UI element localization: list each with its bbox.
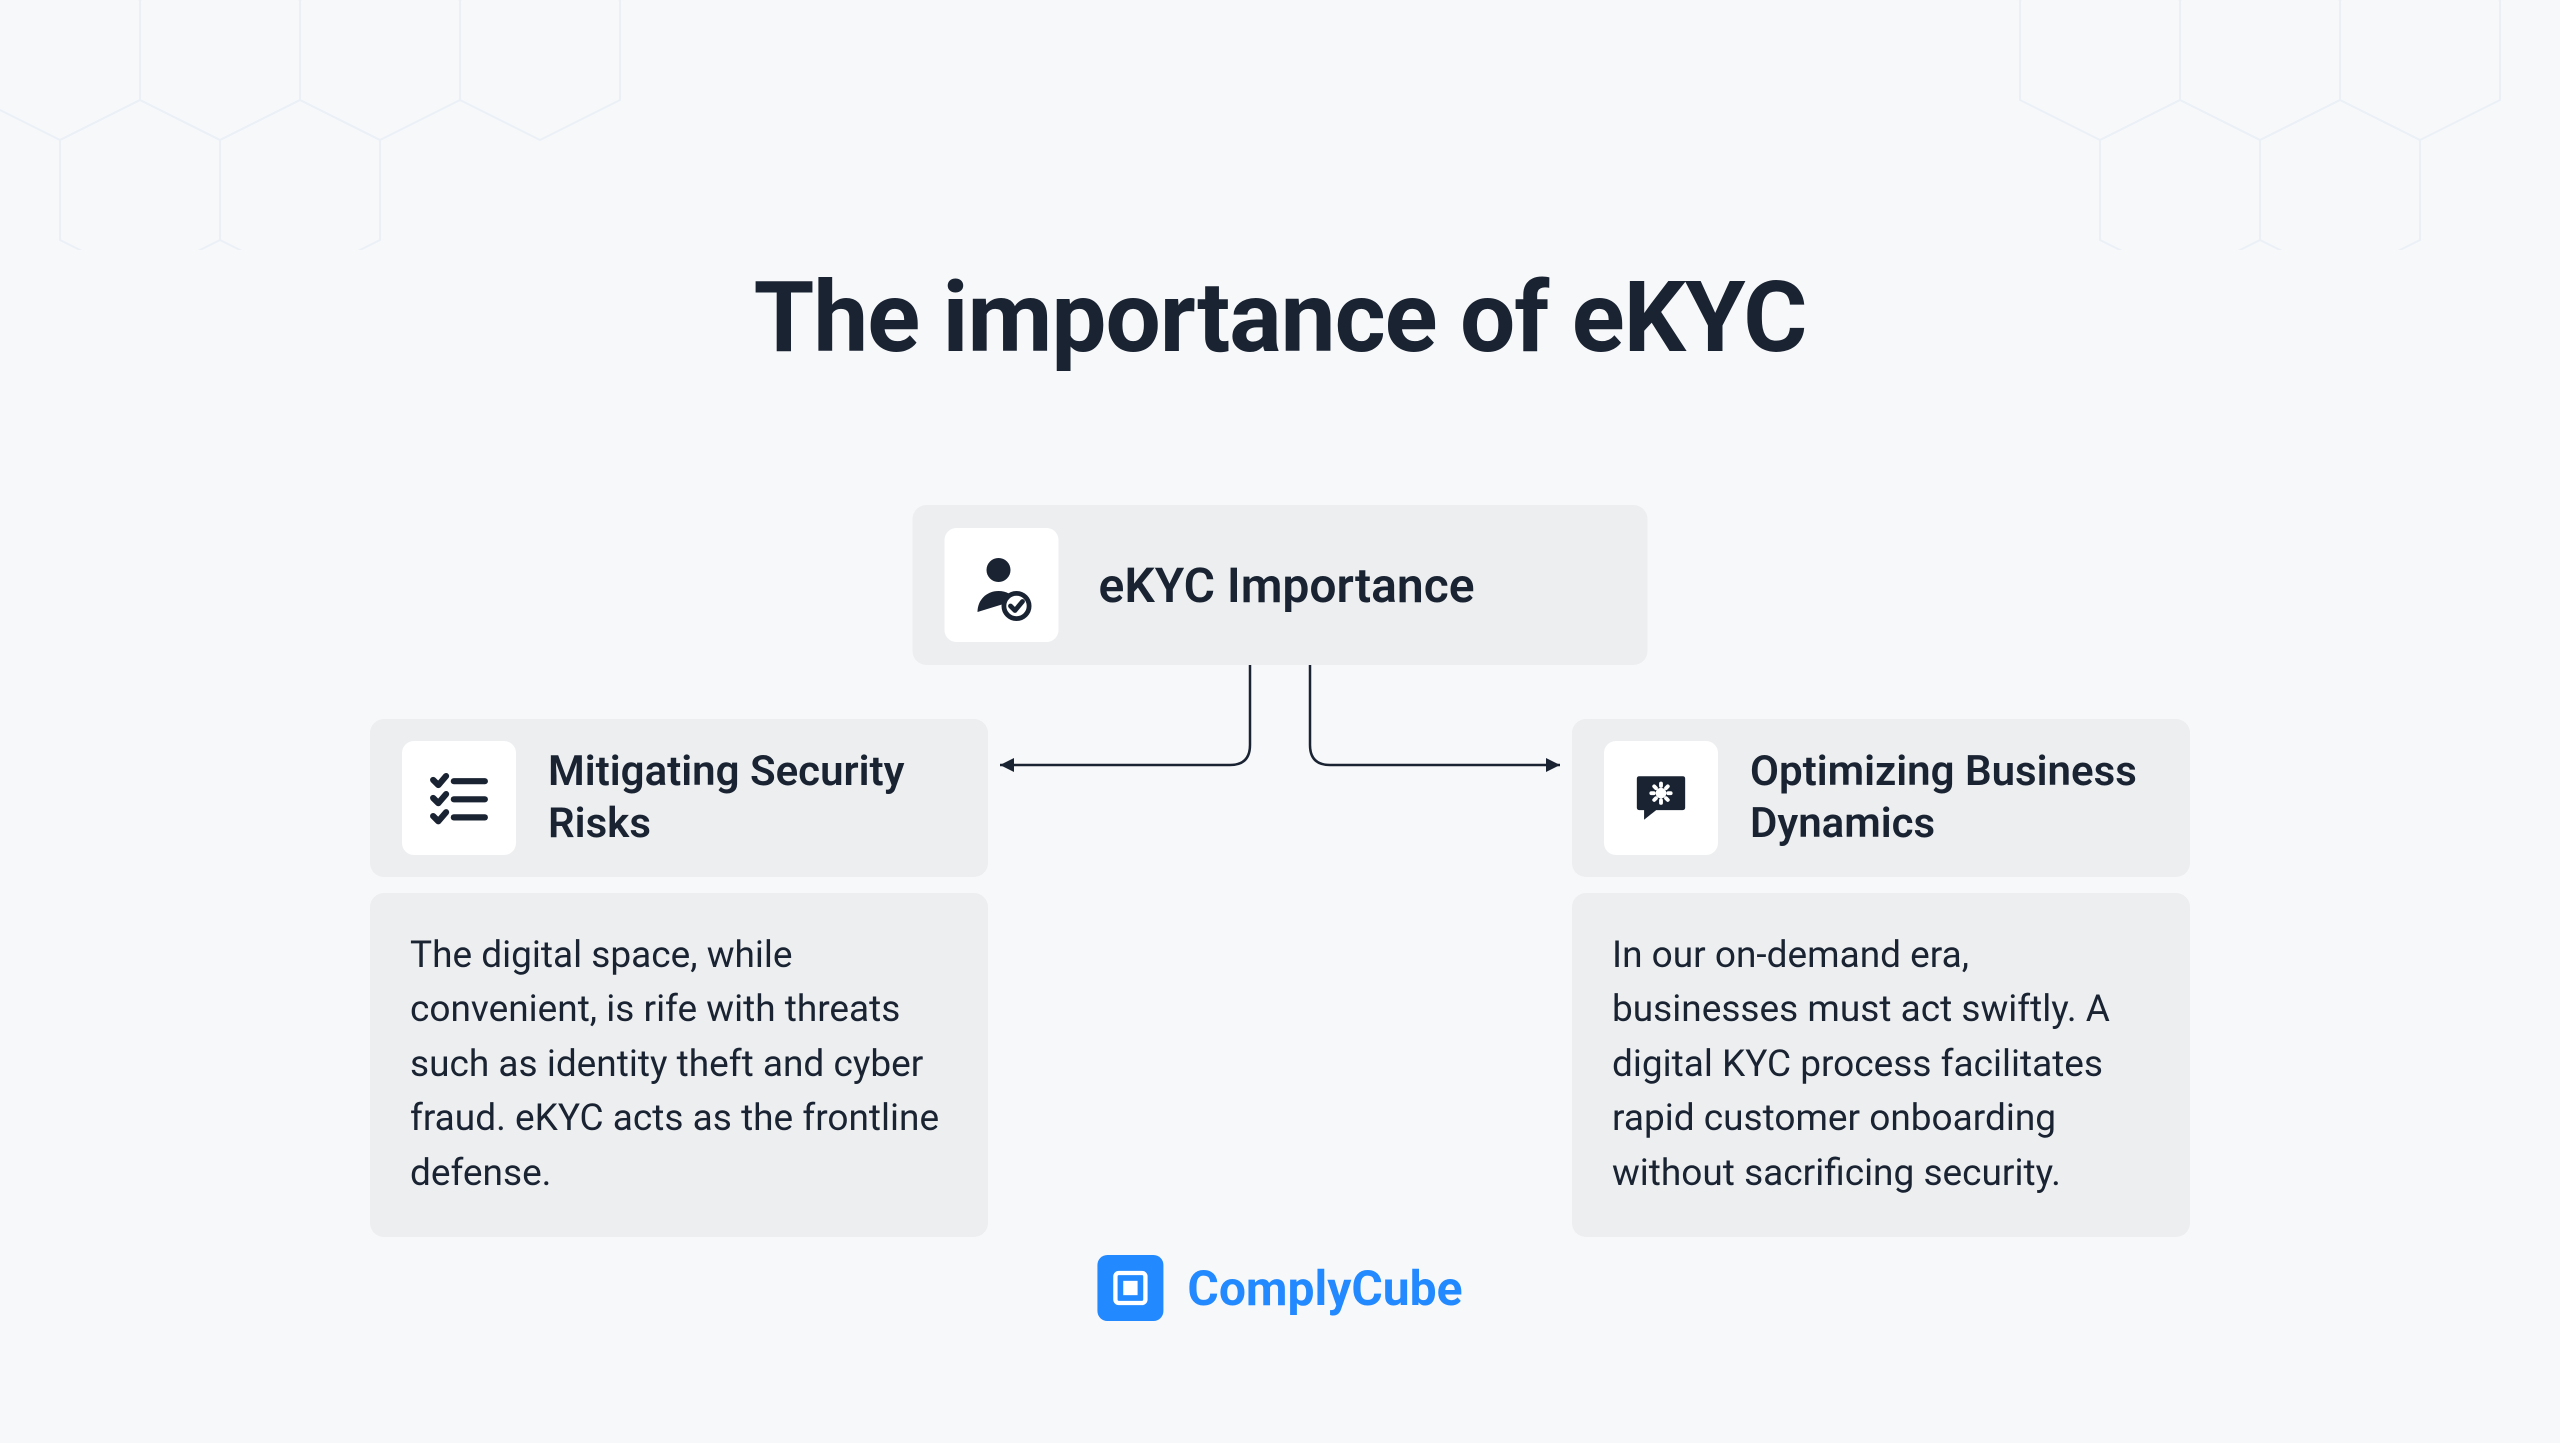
- child-icon-box-right: [1604, 741, 1718, 855]
- tree-diagram: eKYC Importance: [370, 505, 2190, 1265]
- brand-logo-icon: [1097, 1255, 1163, 1321]
- child-node-right: Optimizing Business Dynamics: [1572, 719, 2190, 877]
- user-check-icon: [966, 549, 1038, 621]
- description-text-right: In our on-demand era, businesses must ac…: [1612, 929, 2150, 1201]
- root-node: eKYC Importance: [913, 505, 1648, 665]
- root-label: eKYC Importance: [1099, 557, 1475, 614]
- child-label-left: Mitigating Security Risks: [548, 746, 956, 851]
- square-target-icon: [1110, 1268, 1150, 1308]
- checklist-icon: [428, 767, 490, 829]
- description-box-right: In our on-demand era, businesses must ac…: [1572, 893, 2190, 1237]
- description-text-left: The digital space, while convenient, is …: [410, 929, 948, 1201]
- brand-name: ComplyCube: [1187, 1260, 1462, 1317]
- description-box-left: The digital space, while convenient, is …: [370, 893, 988, 1237]
- brand-footer: ComplyCube: [1097, 1255, 1462, 1321]
- main-container: The importance of eKYC eKYC Importance: [0, 0, 2560, 1443]
- chat-gear-icon: [1632, 769, 1690, 827]
- child-icon-box-left: [402, 741, 516, 855]
- root-icon-box: [945, 528, 1059, 642]
- child-node-left: Mitigating Security Risks: [370, 719, 988, 877]
- page-title: The importance of eKYC: [754, 260, 1807, 375]
- child-label-right: Optimizing Business Dynamics: [1750, 746, 2158, 851]
- tree-connectors: [980, 665, 1580, 805]
